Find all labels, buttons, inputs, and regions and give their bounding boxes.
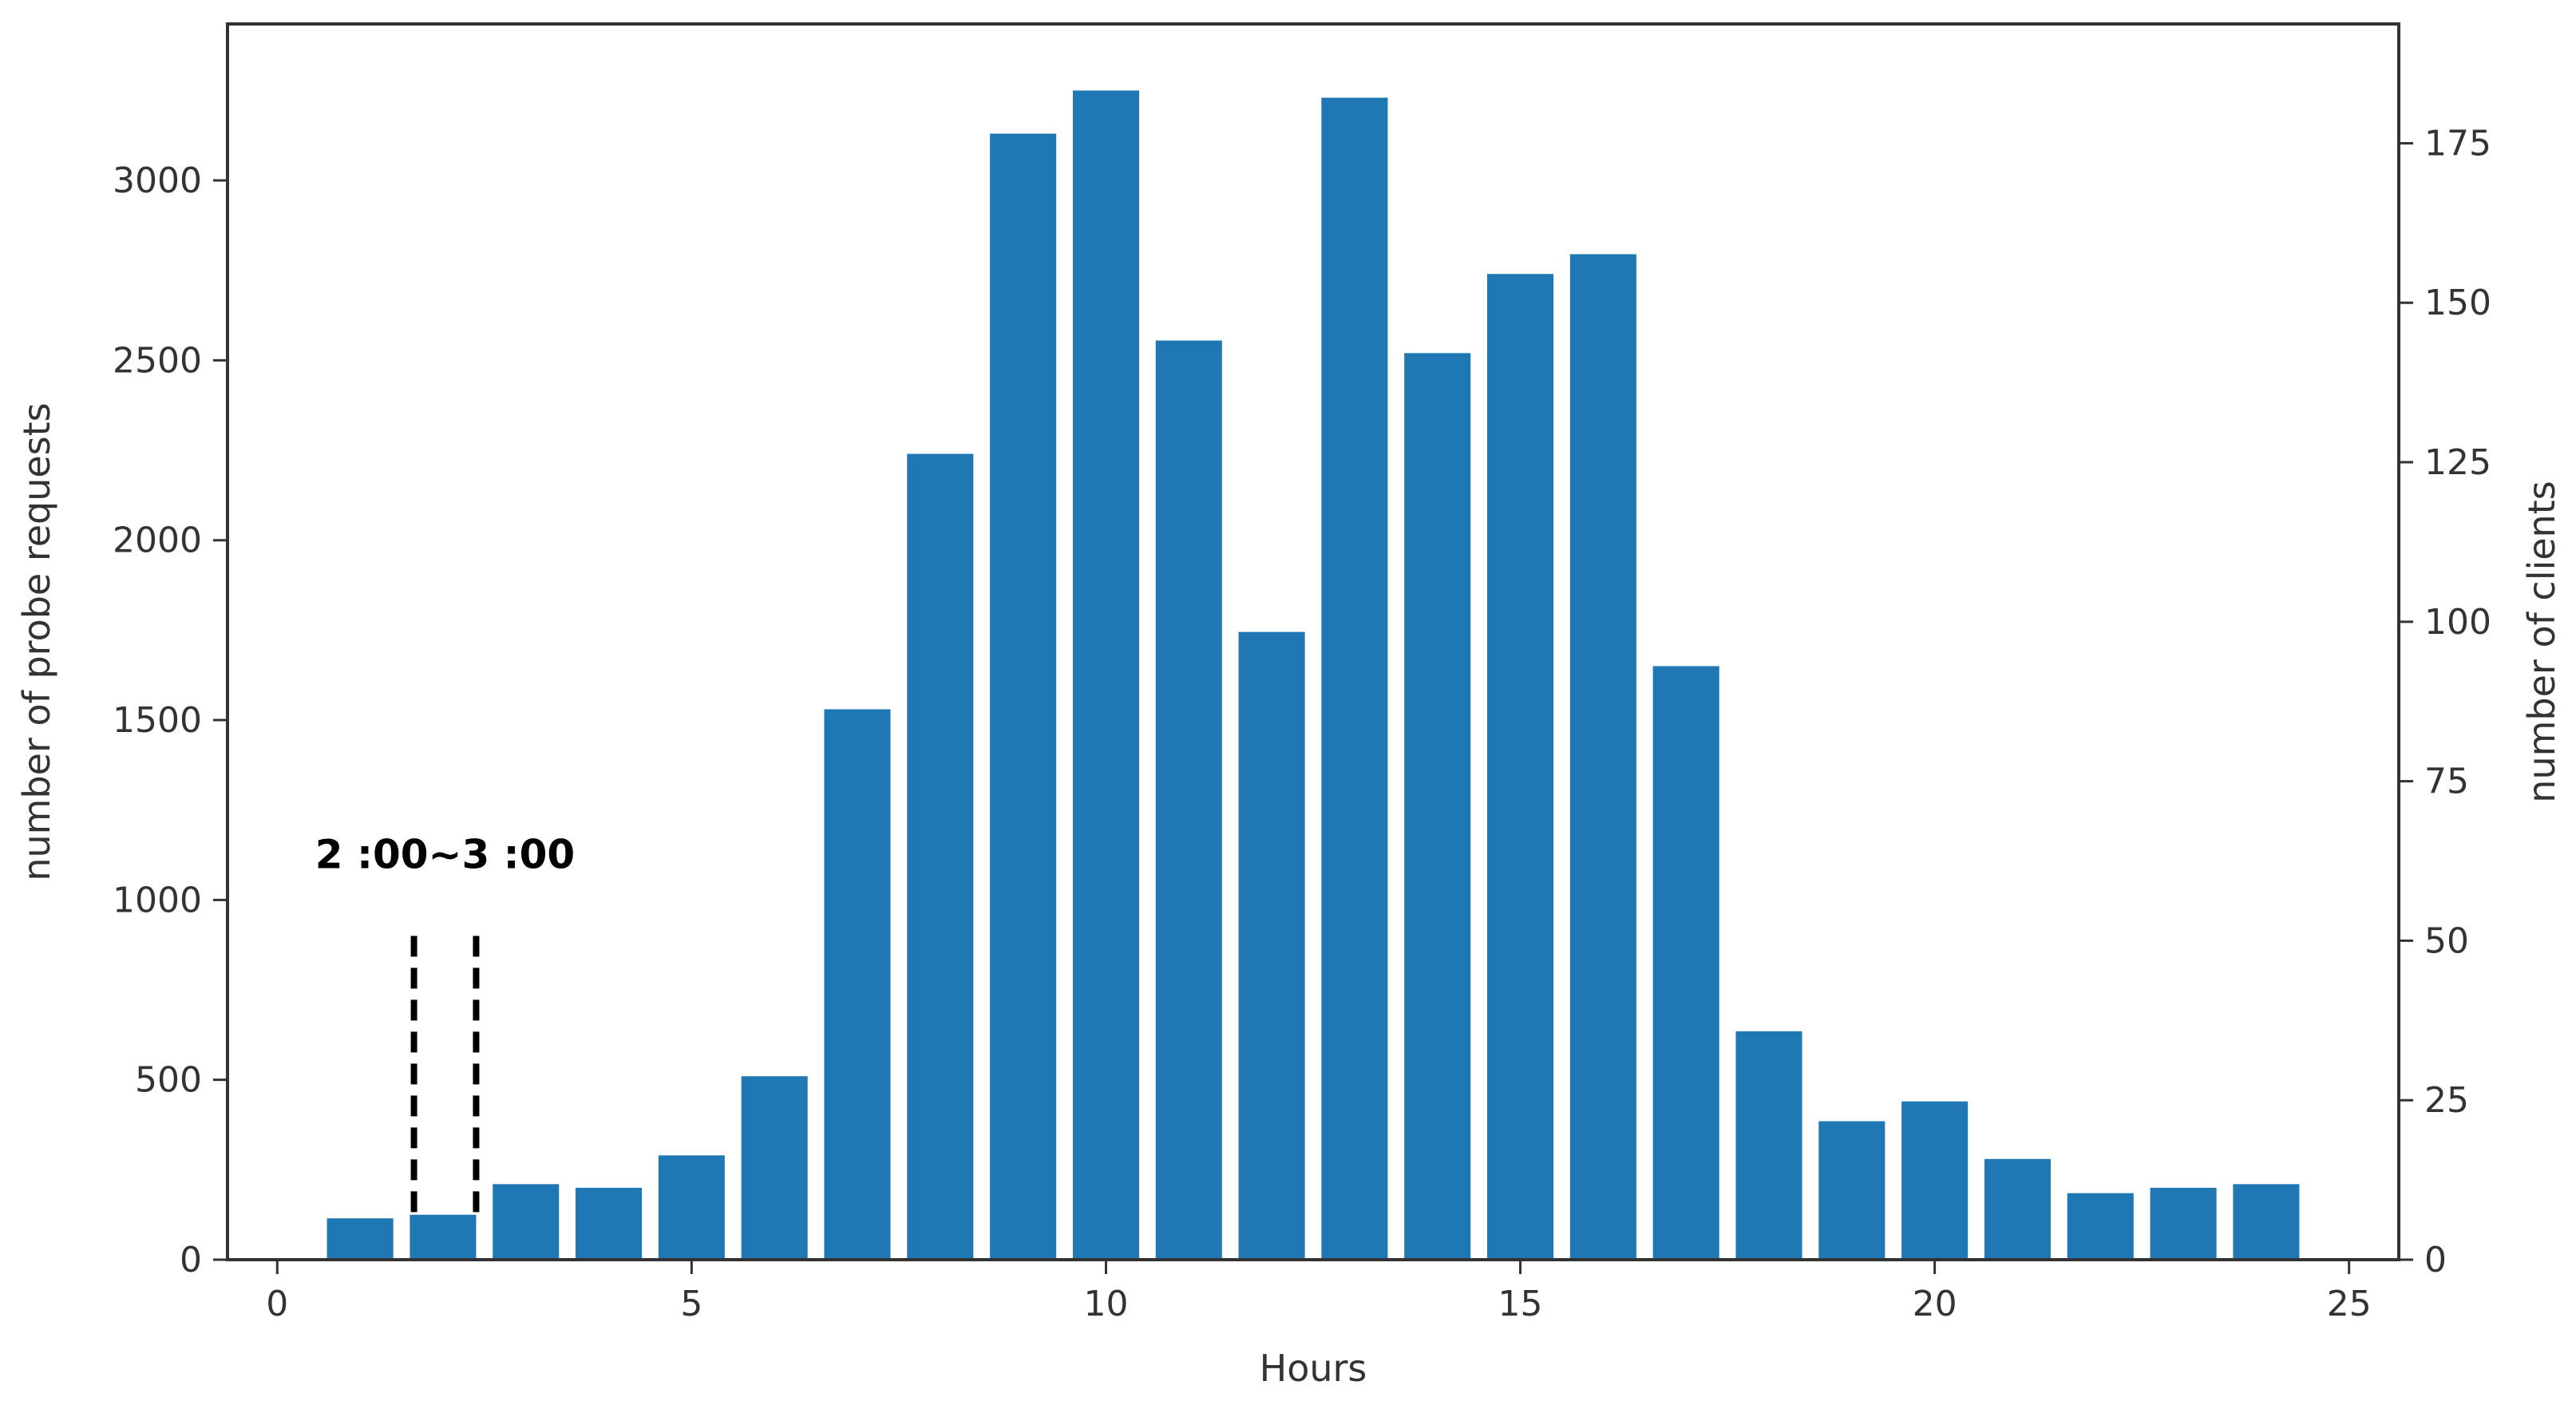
x-tick-label: 0 bbox=[266, 1284, 288, 1324]
x-tick-label: 15 bbox=[1498, 1284, 1543, 1324]
x-tick-label: 25 bbox=[2327, 1284, 2372, 1324]
y2-tick-label: 175 bbox=[2424, 123, 2491, 164]
bar bbox=[990, 133, 1057, 1260]
bar bbox=[658, 1155, 725, 1260]
y2-tick-label: 0 bbox=[2424, 1240, 2447, 1280]
bar bbox=[2150, 1187, 2217, 1260]
bar bbox=[1404, 353, 1471, 1260]
bar bbox=[576, 1187, 643, 1260]
y-tick-label: 2500 bbox=[113, 340, 202, 381]
y2-tick-label: 100 bbox=[2424, 602, 2491, 643]
y2-tick-label: 50 bbox=[2424, 920, 2469, 961]
y2-tick-label: 150 bbox=[2424, 283, 2491, 323]
bar bbox=[824, 709, 891, 1260]
x-axis-label: Hours bbox=[1260, 1347, 1367, 1390]
annotation-group bbox=[410, 936, 480, 1213]
x-tick-label: 10 bbox=[1083, 1284, 1128, 1324]
x-tick-label: 20 bbox=[1913, 1284, 1957, 1324]
bar bbox=[2067, 1193, 2134, 1260]
y2-axis-label: number of clients bbox=[2520, 481, 2563, 802]
y-tick-label: 500 bbox=[135, 1060, 202, 1101]
bar bbox=[1487, 274, 1554, 1261]
bars-group bbox=[326, 90, 2300, 1261]
bar bbox=[1984, 1158, 2051, 1260]
y-tick-label: 1500 bbox=[113, 700, 202, 741]
bar bbox=[1321, 97, 1388, 1260]
bar bbox=[1569, 254, 1636, 1261]
bar bbox=[410, 1214, 477, 1260]
y-axis-label: number of probe requests bbox=[15, 402, 58, 881]
y2-tick-label: 75 bbox=[2424, 762, 2469, 802]
bar bbox=[1155, 340, 1222, 1260]
bar bbox=[1652, 666, 1719, 1260]
y-tick-label: 2000 bbox=[113, 520, 202, 561]
bar bbox=[1238, 631, 1305, 1260]
bar bbox=[907, 453, 974, 1260]
y-tick-label: 1000 bbox=[113, 880, 202, 920]
ticks-group: 0 5 10 15 20 25 0 500 1000 1500 2000 2500 3000 0 25 50 7… bbox=[113, 123, 2491, 1324]
y2-tick-label: 25 bbox=[2424, 1080, 2469, 1121]
annotation-label: 2 :00~3 :00 bbox=[315, 831, 575, 877]
y2-tick-label: 125 bbox=[2424, 442, 2491, 483]
bar bbox=[326, 1218, 394, 1260]
y-tick-label: 0 bbox=[180, 1240, 202, 1280]
bar bbox=[1818, 1121, 1886, 1260]
bar bbox=[741, 1076, 808, 1260]
bar bbox=[493, 1184, 560, 1260]
x-tick-label: 5 bbox=[680, 1284, 702, 1324]
y-tick-label: 3000 bbox=[113, 160, 202, 201]
bar bbox=[1072, 90, 1139, 1260]
plot-frame bbox=[226, 22, 2400, 1261]
bar bbox=[1901, 1101, 1969, 1260]
bar bbox=[1735, 1031, 1802, 1260]
bar bbox=[2233, 1184, 2300, 1260]
